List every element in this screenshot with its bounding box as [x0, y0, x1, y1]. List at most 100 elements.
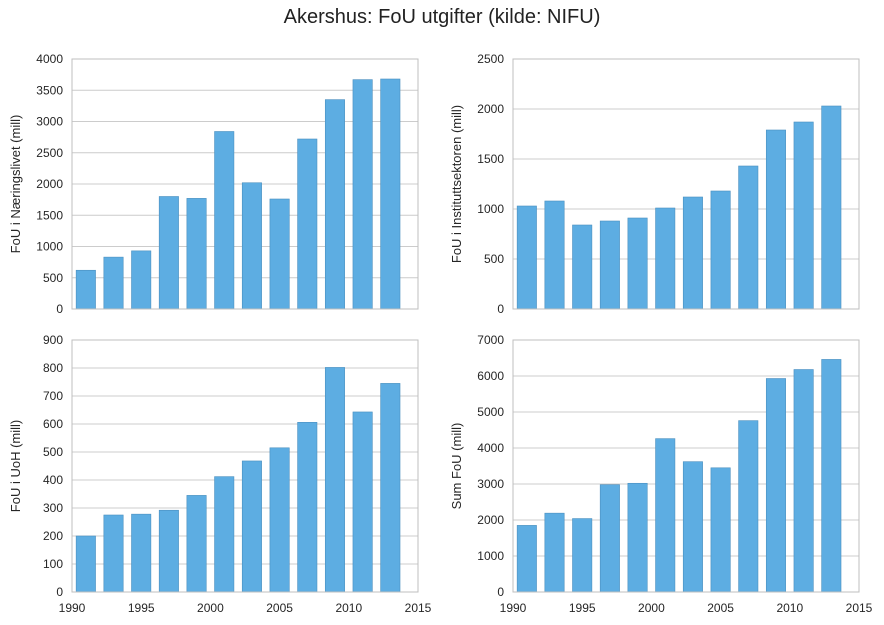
- bar: [352, 79, 373, 310]
- bar: [627, 217, 648, 310]
- y-tick-label: 0: [497, 302, 504, 316]
- bar: [186, 495, 207, 593]
- x-tick-label: 2015: [405, 601, 432, 615]
- bar: [544, 200, 565, 310]
- bar: [544, 512, 565, 593]
- bar: [103, 514, 124, 593]
- y-tick-label: 300: [43, 501, 63, 515]
- y-tick-label: 1000: [477, 202, 504, 216]
- bar: [241, 460, 262, 593]
- x-tick-label: 2010: [335, 601, 362, 615]
- bar: [765, 378, 786, 593]
- y-tick-label: 0: [56, 302, 63, 316]
- plot-frame: [512, 58, 860, 310]
- bar: [710, 190, 731, 310]
- y-tick-label: 2000: [477, 102, 504, 116]
- x-tick-label: 2015: [846, 601, 873, 615]
- bar: [131, 513, 152, 593]
- panel-bottom-left: 0 100 200 300 400 500 600 700 800 900 1990 1995 2000…: [8, 333, 432, 615]
- bar: [324, 367, 345, 593]
- bar: [269, 198, 290, 310]
- bar: [738, 420, 759, 593]
- y-tick-label: 2000: [36, 177, 63, 191]
- bar: [103, 256, 124, 310]
- x-tick-label: 2010: [776, 601, 803, 615]
- bar: [324, 99, 345, 310]
- y-tick-label: 0: [56, 585, 63, 599]
- y-tick-label: 1000: [477, 549, 504, 563]
- y-tick-label: 1000: [36, 240, 63, 254]
- bar: [75, 535, 96, 593]
- bar: [241, 182, 262, 310]
- y-axis-label: FoU i Næringslivet (mill): [8, 115, 23, 254]
- bar: [627, 482, 648, 593]
- x-tick-label: 1995: [569, 601, 596, 615]
- x-tick-label: 1995: [128, 601, 155, 615]
- y-axis-label: FoU i UoH (mill): [8, 420, 23, 512]
- bar: [214, 476, 235, 593]
- y-tick-label: 500: [43, 445, 63, 459]
- y-tick-label: 600: [43, 417, 63, 431]
- y-tick-label: 3500: [36, 83, 63, 97]
- panel-bottom-right: 0 1000 2000 3000 4000 5000 6000 7000 1990 1995 200…: [449, 333, 873, 615]
- y-tick-label: 1500: [477, 152, 504, 166]
- panel-top-left: 0 500 1000 1500 2000 2500 3000 3500 4000 FoU i Næ…: [8, 52, 419, 316]
- bar: [297, 138, 318, 310]
- y-tick-label: 7000: [477, 333, 504, 347]
- y-tick-label: 2500: [477, 52, 504, 66]
- x-tick-label: 2000: [638, 601, 665, 615]
- y-tick-label: 700: [43, 389, 63, 403]
- y-tick-label: 1500: [36, 208, 63, 222]
- y-tick-label: 500: [484, 252, 504, 266]
- bar: [158, 196, 179, 310]
- y-tick-label: 4000: [36, 52, 63, 66]
- bar: [682, 196, 703, 310]
- y-axis-label: FoU i Instituttsektoren (mill): [449, 105, 464, 263]
- bar: [793, 121, 814, 310]
- bar: [131, 250, 152, 310]
- x-tick-label: 2005: [707, 601, 734, 615]
- bar: [682, 461, 703, 593]
- bar: [765, 129, 786, 310]
- bar: [158, 509, 179, 593]
- y-tick-label: 500: [43, 271, 63, 285]
- figure-title: Akershus: FoU utgifter (kilde: NIFU): [283, 6, 601, 28]
- x-tick-label: 2005: [266, 601, 293, 615]
- plot-frame: [71, 339, 419, 593]
- y-tick-label: 4000: [477, 441, 504, 455]
- y-tick-label: 400: [43, 473, 63, 487]
- y-axis-label: Sum FoU (mill): [449, 423, 464, 510]
- y-tick-label: 900: [43, 333, 63, 347]
- bar: [738, 165, 759, 310]
- plot-frame: [71, 58, 419, 310]
- bar: [793, 369, 814, 593]
- y-tick-label: 200: [43, 529, 63, 543]
- y-tick-label: 5000: [477, 405, 504, 419]
- plot-frame: [512, 339, 860, 593]
- bar: [516, 525, 537, 593]
- y-tick-label: 0: [497, 585, 504, 599]
- bar: [655, 438, 676, 593]
- bar: [214, 131, 235, 310]
- x-tick-label: 1990: [500, 601, 527, 615]
- bar: [380, 383, 401, 593]
- y-tick-label: 2000: [477, 513, 504, 527]
- bar: [655, 207, 676, 310]
- bar: [821, 105, 842, 310]
- x-tick-label: 1990: [59, 601, 86, 615]
- bar: [572, 224, 593, 310]
- y-tick-label: 3000: [477, 477, 504, 491]
- y-tick-label: 3000: [36, 115, 63, 129]
- y-tick-label: 100: [43, 557, 63, 571]
- bar: [821, 359, 842, 593]
- bar: [75, 269, 96, 310]
- bar: [599, 484, 620, 593]
- y-tick-label: 800: [43, 361, 63, 375]
- bar: [269, 447, 290, 593]
- bar: [710, 467, 731, 593]
- x-tick-label: 2000: [197, 601, 224, 615]
- bar: [297, 422, 318, 593]
- bar: [599, 220, 620, 310]
- bar: [186, 198, 207, 310]
